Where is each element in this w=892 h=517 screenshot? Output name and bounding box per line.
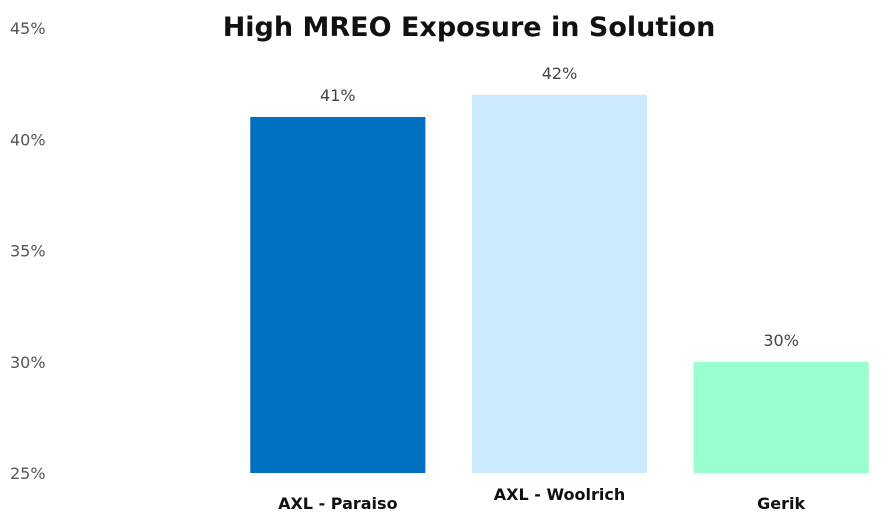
x-tick-label: AXL - Woolrich: [494, 485, 626, 504]
x-tick-label: AXL - Paraiso: [278, 494, 397, 513]
y-tick-label: 35%: [10, 242, 46, 261]
y-axis: 25% 30% 35% 40% 45%: [10, 19, 46, 483]
bar: [250, 117, 426, 473]
bar: [693, 361, 869, 473]
y-tick-label: 45%: [10, 19, 46, 38]
bar: [471, 94, 648, 473]
data-label: 30%: [763, 331, 799, 350]
x-tick-label: Gerik: [757, 494, 805, 513]
data-labels: 41% 42% 30%: [320, 64, 799, 350]
data-label: 42%: [542, 64, 578, 83]
bars: [250, 94, 869, 473]
chart-title: High MREO Exposure in Solution: [223, 12, 716, 43]
x-axis: AXL - Paraiso AXL - Woolrich Gerik: [278, 485, 805, 513]
y-tick-label: 30%: [10, 353, 46, 372]
data-label: 41%: [320, 86, 356, 105]
y-tick-label: 40%: [10, 130, 46, 149]
y-tick-label: 25%: [10, 464, 46, 483]
